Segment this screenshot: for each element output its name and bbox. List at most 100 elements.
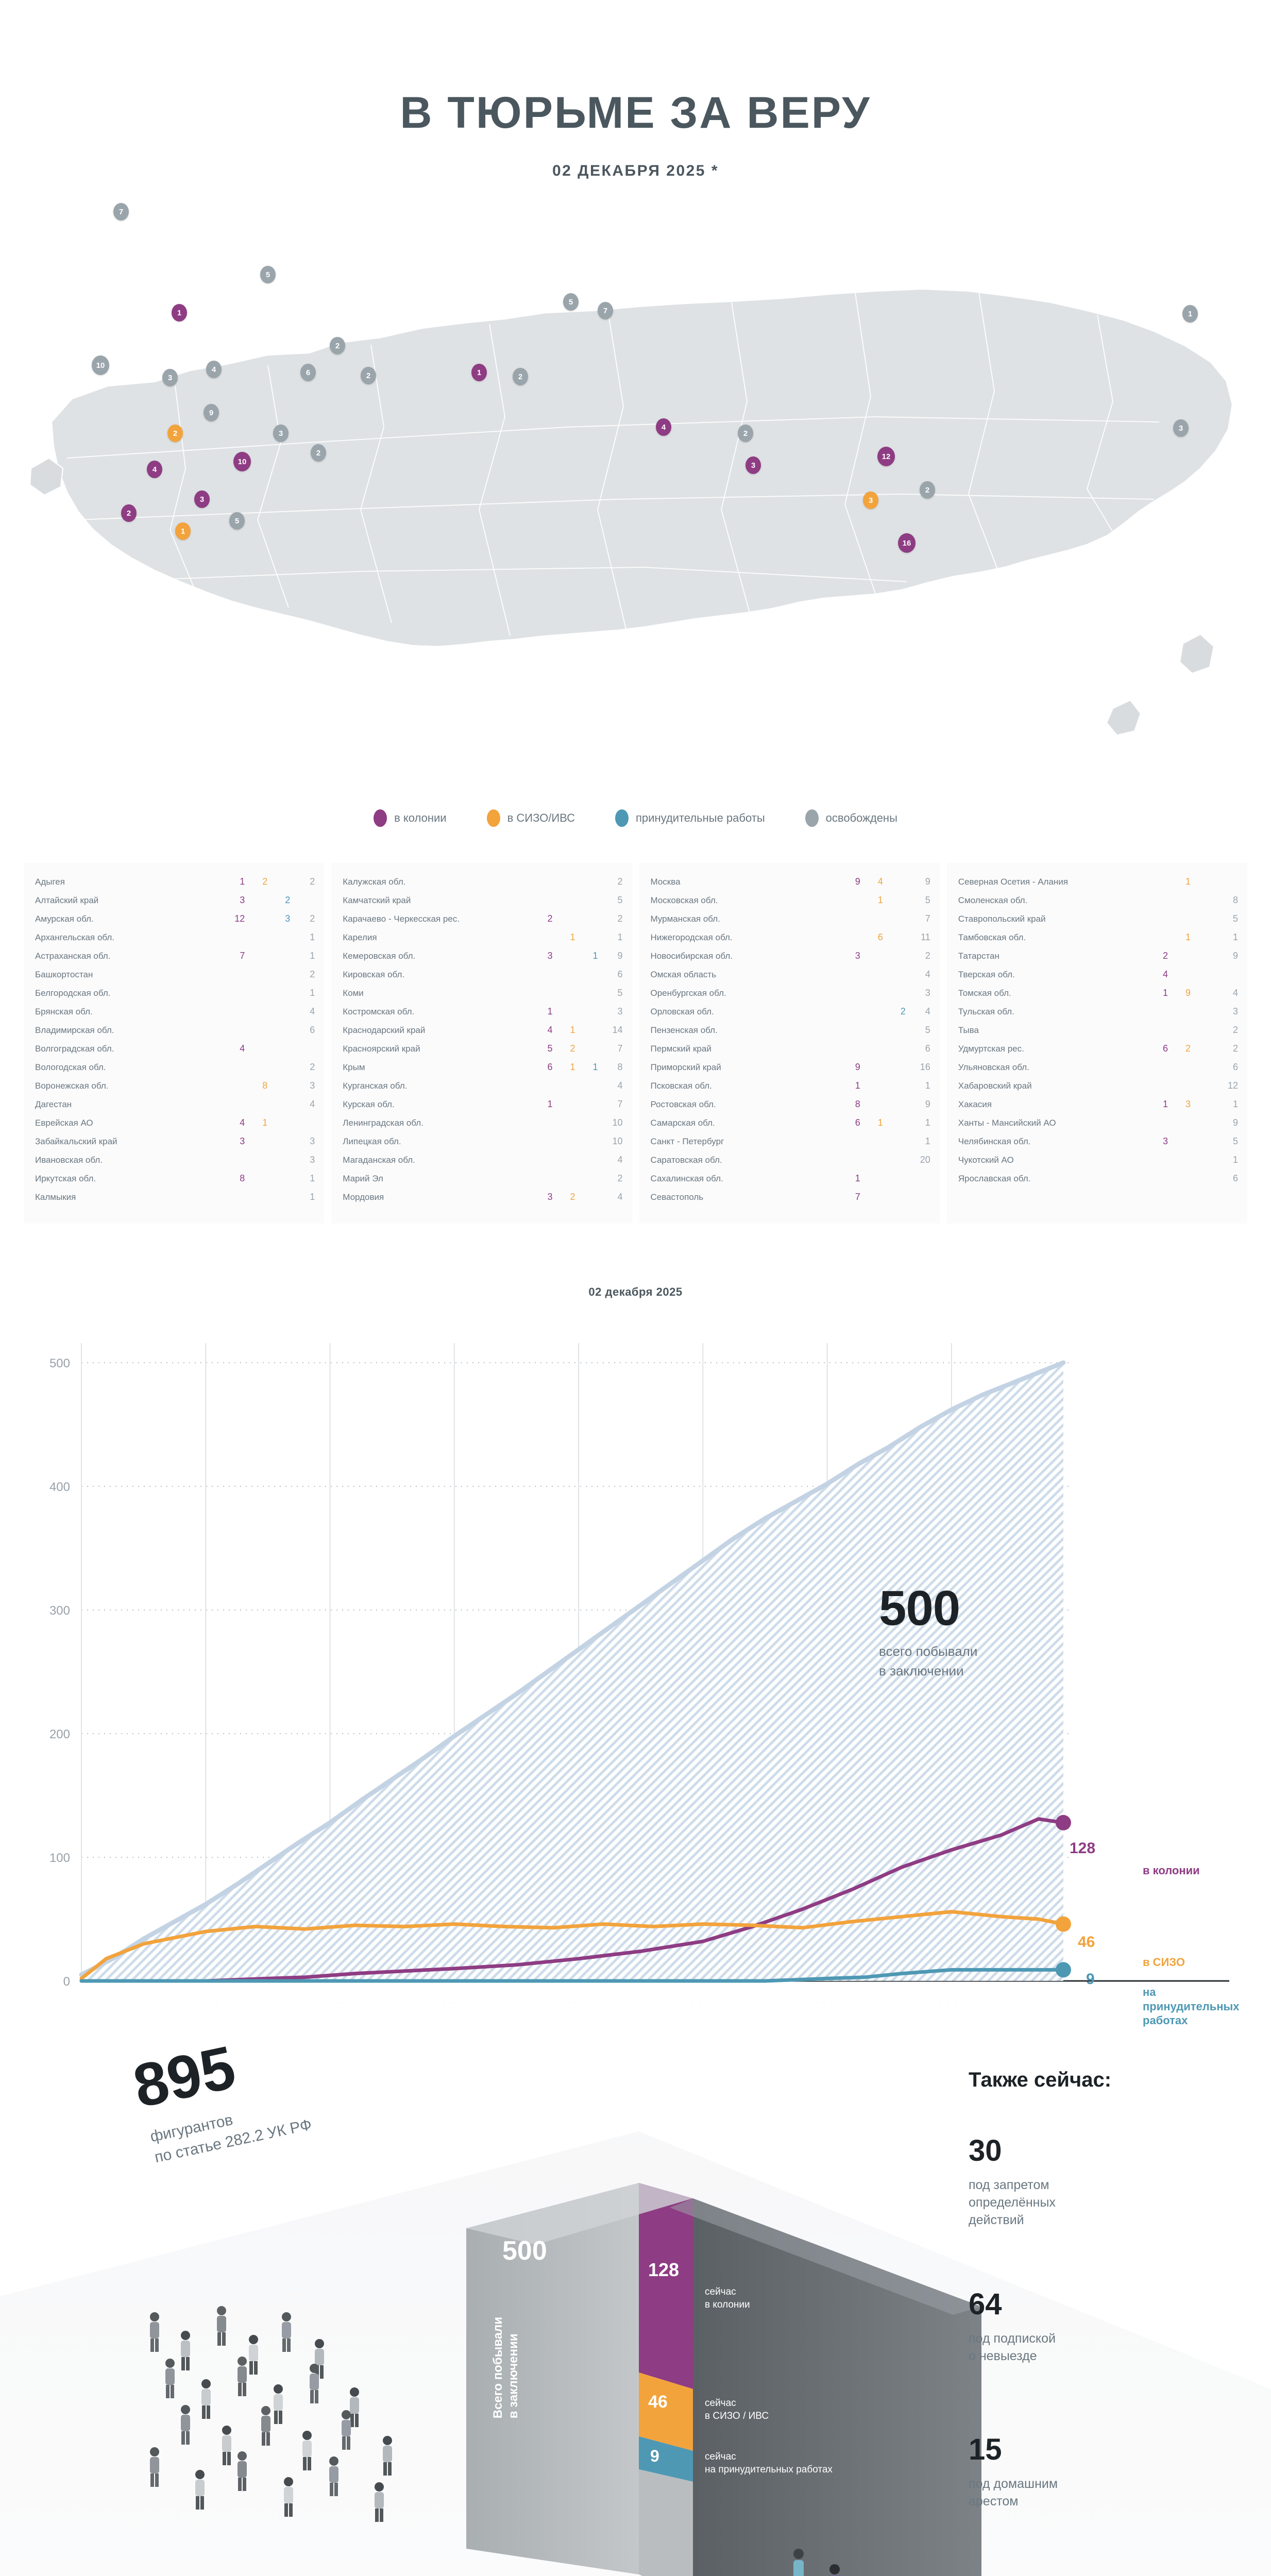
map-pin-5[interactable]: 3 — [162, 369, 178, 386]
region-released-count: 4 — [310, 1006, 315, 1016]
chart-total-caption: всего побывали в заключении — [879, 1642, 977, 1681]
map-pin-26[interactable]: 2 — [167, 425, 183, 442]
map-pin-2[interactable]: 1 — [172, 304, 187, 321]
region-sizo-count: 2 — [570, 1043, 575, 1054]
region-forced-count: 2 — [285, 895, 291, 905]
timeline-chart-section: 02 декабря 2025 0 100 200 300 400 500 2018 2019… — [0, 1285, 1271, 2027]
map-pin-28[interactable]: 3 — [194, 490, 210, 508]
map-pin-16[interactable]: 3 — [1173, 419, 1189, 437]
svg-text:2020: 2020 — [315, 1999, 345, 2003]
region-name: Пермский край — [650, 1044, 711, 1054]
map-pin-25[interactable]: 2 — [311, 444, 326, 462]
map-pin-31[interactable]: 2 — [121, 504, 137, 522]
table-row: Марий Эл 2 — [343, 1173, 622, 1192]
map-pin-3[interactable]: 2 — [330, 337, 345, 354]
map-pin-17[interactable]: 3 — [745, 456, 761, 474]
map-pin-29[interactable]: 5 — [229, 512, 245, 530]
table-row: Камчатский край 5 — [343, 895, 622, 913]
region-released-count: 12 — [1227, 1080, 1238, 1091]
map-pin-21[interactable]: 16 — [898, 533, 916, 553]
map-pin-0[interactable]: 7 — [113, 203, 129, 221]
map-pin-4[interactable]: 10 — [92, 355, 109, 375]
region-colony-count: 1 — [1162, 1099, 1168, 1109]
region-released-count: 3 — [617, 1006, 623, 1016]
table-row: Астраханская обл. 7 1 — [35, 951, 315, 969]
map-pin-24[interactable]: 3 — [273, 425, 289, 442]
region-name: Кировская обл. — [343, 970, 405, 979]
region-name: Нижегородская обл. — [650, 933, 733, 942]
map-pin-18[interactable]: 12 — [877, 447, 895, 466]
prism-colony-value: 128 — [648, 2259, 680, 2280]
table-row: Калужская обл. 2 — [343, 876, 622, 895]
region-name: Пензенская обл. — [650, 1025, 718, 1035]
map-pin-9[interactable]: 1 — [471, 364, 487, 381]
map-pin-23[interactable]: 10 — [233, 452, 251, 471]
map-pin-11[interactable]: 5 — [563, 293, 579, 311]
table-row: Северная Осетия - Алания 1 — [958, 876, 1238, 895]
map-pin-22[interactable]: 9 — [204, 404, 219, 421]
map-pin-15[interactable]: 1 — [1182, 305, 1198, 323]
region-name: Ярославская обл. — [958, 1174, 1031, 1183]
prism-sizo-label-l1: сейчас — [705, 2398, 736, 2409]
map-pin-1[interactable]: 5 — [260, 266, 276, 283]
region-released-count: 1 — [310, 1192, 315, 1202]
map-pin-7[interactable]: 6 — [300, 364, 316, 381]
table-row: Костромская обл. 1 3 — [343, 1006, 622, 1025]
map-pin-30[interactable]: 1 — [175, 522, 191, 540]
region-released-count: 8 — [617, 1062, 623, 1072]
table-row: Калмыкия 1 — [35, 1192, 315, 1210]
map-pin-20[interactable]: 3 — [863, 492, 878, 509]
region-sizo-count: 1 — [877, 895, 883, 905]
map-pin-13[interactable]: 4 — [656, 418, 671, 436]
region-released-count: 1 — [310, 932, 315, 942]
region-name: Воронежская обл. — [35, 1081, 109, 1091]
region-released-count: 2 — [617, 1173, 623, 1183]
russia-map: .land { fill:#dfe2e4; stroke:#ffffff; st… — [0, 200, 1271, 808]
prism-sizo-bar — [639, 2372, 693, 2451]
region-name: Астраханская обл. — [35, 951, 111, 961]
region-sizo-count: 4 — [877, 876, 883, 887]
legend-item-sizo: в СИЗО/ИВС — [486, 809, 575, 827]
table-row: Коми 5 — [343, 988, 622, 1006]
region-released-count: 5 — [925, 1025, 930, 1035]
map-pin-6[interactable]: 4 — [206, 361, 222, 378]
region-released-count: 1 — [1232, 1099, 1238, 1109]
table-row: Самарская обл. 6 1 1 — [651, 1117, 930, 1136]
chart-sizo-label: в СИЗО — [1143, 1956, 1185, 1969]
map-legend: в колонии в СИЗО/ИВС принудительные работы… — [0, 809, 1271, 827]
table-row: Псковская обл. 1 1 — [651, 1080, 930, 1099]
region-name: Севастополь — [650, 1192, 704, 1202]
table-row: Вологодская обл. 2 — [35, 1062, 315, 1080]
region-name: Тыва — [958, 1025, 979, 1035]
table-row: Карелия 1 1 — [343, 932, 622, 951]
map-pin-10[interactable]: 2 — [513, 368, 528, 385]
region-name: Иркутская обл. — [35, 1174, 96, 1183]
chart-total-caption-l2: в заключении — [879, 1663, 964, 1679]
chart-title: 02 декабря 2025 — [588, 1285, 683, 1298]
map-pin-19[interactable]: 2 — [920, 481, 935, 499]
region-colony-count: 8 — [855, 1099, 860, 1109]
also-now-1-l1: под подпиской — [969, 2331, 1056, 2346]
region-released-count: 2 — [617, 876, 623, 887]
map-pin-14[interactable]: 2 — [738, 425, 753, 442]
region-sizo-count: 2 — [262, 876, 268, 887]
map-pin-27[interactable]: 4 — [147, 461, 162, 478]
map-pin-12[interactable]: 7 — [598, 302, 613, 319]
table-row: Удмуртская рес. 6 2 2 — [958, 1043, 1238, 1062]
region-colony-count: 3 — [1162, 1136, 1168, 1146]
region-name: Челябинская обл. — [958, 1137, 1031, 1146]
region-name: Сахалинская обл. — [650, 1174, 723, 1183]
region-released-count: 5 — [617, 988, 623, 998]
svg-text:2021: 2021 — [439, 1999, 469, 2003]
page-date: 02 ДЕКАБРЯ 2025 * — [552, 162, 719, 179]
region-name: Калмыкия — [35, 1192, 76, 1202]
region-colony-count: 3 — [547, 1192, 553, 1202]
region-released-count: 6 — [1232, 1062, 1238, 1072]
region-released-count: 1 — [617, 932, 623, 942]
region-name: Северная Осетия - Алания — [958, 877, 1069, 887]
svg-text:2022: 2022 — [564, 1999, 594, 2003]
also-now-0-l1: под запретом — [969, 2178, 1049, 2192]
region-released-count: 1 — [310, 988, 315, 998]
map-pin-8[interactable]: 2 — [361, 367, 376, 384]
